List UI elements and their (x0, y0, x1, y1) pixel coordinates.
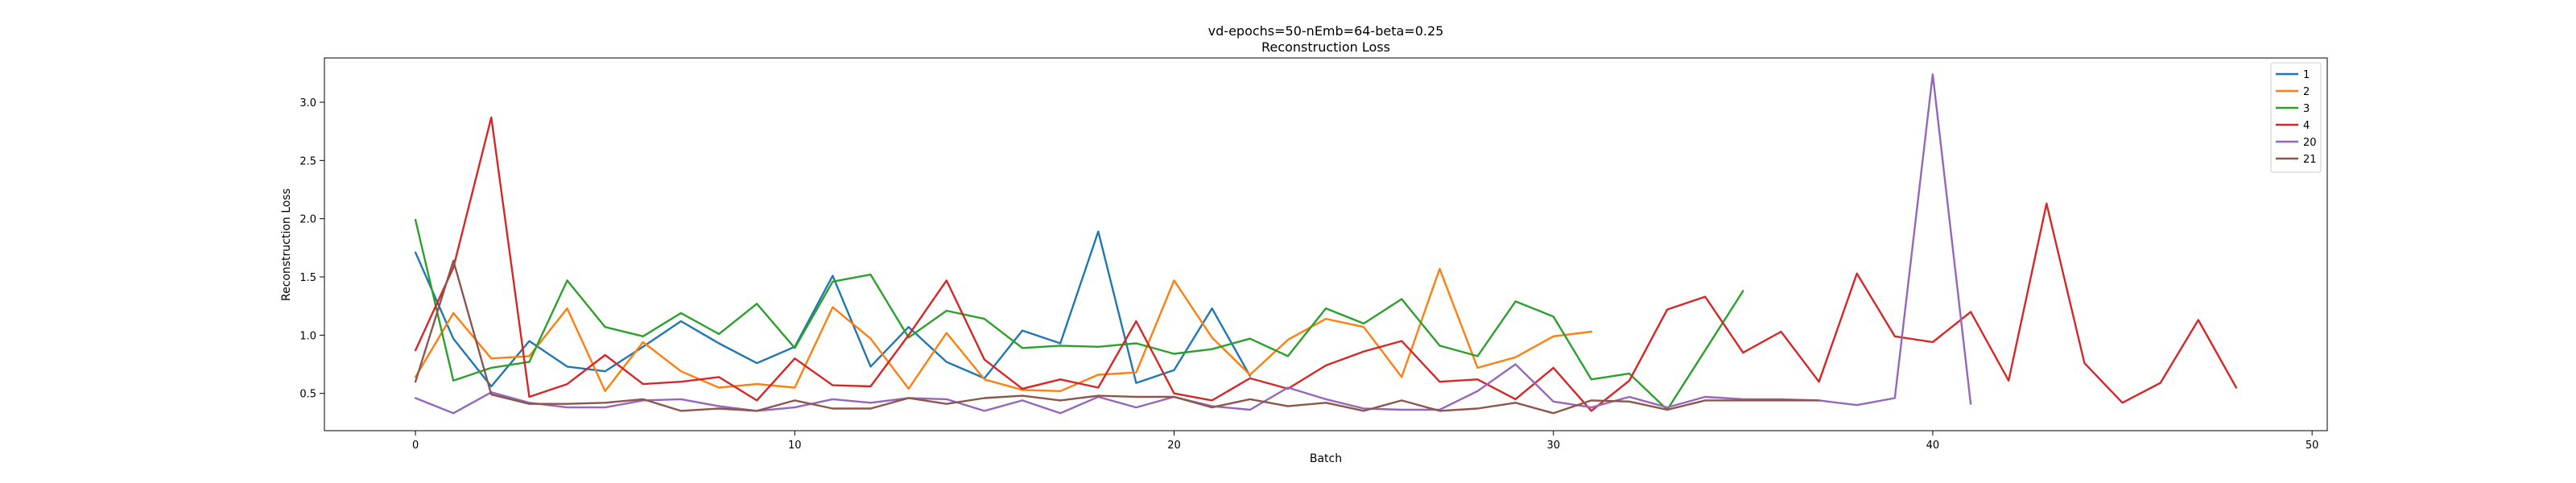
legend-label: 2 (2303, 86, 2310, 98)
y-tick-label: 0.5 (299, 389, 316, 401)
series-line-3 (414, 218, 1744, 411)
y-tick-label: 2.5 (299, 155, 316, 167)
y-tick-label: 1.5 (299, 272, 316, 284)
x-tick-label: 20 (1167, 440, 1181, 452)
y-tick-label: 1.0 (299, 330, 316, 342)
series-line-2 (414, 267, 1593, 392)
legend-item: 21 (2276, 154, 2317, 166)
series-line-21 (414, 259, 1820, 415)
x-axis-label: Batch (1310, 452, 1342, 465)
legend-item: 1 (2276, 69, 2310, 81)
legend-label: 20 (2303, 137, 2317, 149)
legend-label: 3 (2303, 103, 2310, 115)
legend-label: 21 (2303, 154, 2317, 166)
legend-item: 20 (2276, 137, 2317, 149)
x-tick-label: 50 (2306, 440, 2319, 452)
x-axis-ticks: 0 10 20 30 40 50 (412, 431, 2318, 452)
series-layer (414, 73, 2238, 415)
legend-item: 4 (2276, 120, 2310, 132)
legend-label: 1 (2303, 69, 2310, 81)
y-axis-ticks: 0.5 1.0 1.5 2.0 2.5 3.0 (299, 97, 324, 401)
legend-item: 2 (2276, 86, 2310, 98)
chart-title: vd-epochs=50-nEmb=64-beta=0.25 (1208, 23, 1444, 39)
x-tick-label: 40 (1926, 440, 1940, 452)
legend-item: 3 (2276, 103, 2310, 115)
plot-frame (324, 57, 2328, 431)
chart-subtitle: Reconstruction Loss (1261, 39, 1390, 55)
x-tick-label: 30 (1546, 440, 1560, 452)
x-tick-label: 10 (788, 440, 802, 452)
x-tick-label: 0 (412, 440, 419, 452)
y-tick-label: 3.0 (299, 97, 316, 109)
legend-label: 4 (2303, 120, 2310, 132)
series-line-20 (414, 73, 1972, 415)
y-axis-label: Reconstruction Loss (280, 188, 293, 301)
y-tick-label: 2.0 (299, 214, 316, 226)
series-line-1 (414, 230, 1252, 388)
series-line-4 (414, 116, 2238, 412)
legend: 1 2 3 4 20 21 (2270, 62, 2322, 173)
